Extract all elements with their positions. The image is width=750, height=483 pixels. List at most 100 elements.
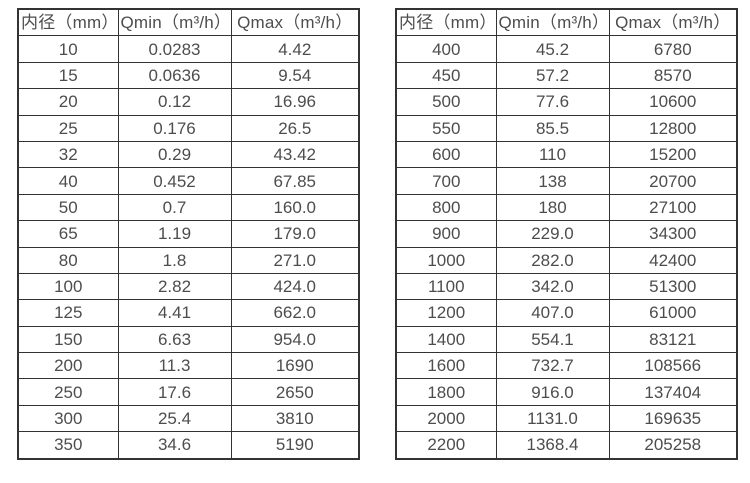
table-cell: 424.0: [230, 272, 360, 301]
table-row: 32 0.29 43.42: [17, 140, 360, 169]
table-row: 700 138 20700: [395, 167, 738, 195]
table-cell: 554.1: [495, 325, 610, 354]
table-cell: 10600: [608, 88, 738, 116]
table-cell: 25.4: [117, 404, 232, 433]
table-cell: 80: [17, 246, 119, 274]
table-row: 200 11.3 1690: [17, 352, 360, 380]
table-cell: 43.42: [230, 140, 360, 169]
table-cell: 34.6: [117, 431, 232, 460]
table-cell: 15: [17, 61, 119, 90]
table-row: 1000 282.0 42400: [395, 246, 738, 274]
table-cell: 450: [395, 61, 497, 90]
table-cell: 0.29: [117, 140, 232, 169]
table-row: 550 85.5 12800: [395, 114, 738, 142]
table-cell: 400: [395, 35, 497, 63]
table-cell: 250: [17, 378, 119, 406]
table-row: 1400 554.1 83121: [395, 325, 738, 354]
table-row: 1200 407.0 61000: [395, 299, 738, 327]
table-cell: 179.0: [230, 220, 360, 248]
table-cell: 916.0: [495, 378, 610, 406]
table-cell: 11.3: [117, 352, 232, 380]
column-header: 内径（mm）: [395, 8, 497, 37]
flow-tables-container: 内径（mm） Qmin（m³/h） Qmax（m³/h） 10 0.0283 4.42 1…: [17, 8, 738, 460]
column-header: Qmax（m³/h）: [230, 8, 360, 37]
table-cell: 1100: [395, 272, 497, 301]
table-cell: 0.176: [117, 114, 232, 142]
table-cell: 27100: [608, 193, 738, 222]
table-cell: 32: [17, 140, 119, 169]
table-cell: 282.0: [495, 246, 610, 274]
table-row: 1100 342.0 51300: [395, 272, 738, 301]
table-cell: 407.0: [495, 299, 610, 327]
table-cell: 57.2: [495, 61, 610, 90]
table-cell: 200: [17, 352, 119, 380]
table-cell: 125: [17, 299, 119, 327]
table-cell: 0.0636: [117, 61, 232, 90]
table-cell: 300: [17, 404, 119, 433]
table-cell: 6.63: [117, 325, 232, 354]
table-row: 800 180 27100: [395, 193, 738, 222]
table-row: 20 0.12 16.96: [17, 88, 360, 116]
column-header: Qmax（m³/h）: [608, 8, 738, 37]
table-cell: 4.41: [117, 299, 232, 327]
table-cell: 137404: [608, 378, 738, 406]
table-cell: 150: [17, 325, 119, 354]
table-cell: 550: [395, 114, 497, 142]
table-row: 600 110 15200: [395, 140, 738, 169]
table-cell: 3810: [230, 404, 360, 433]
column-header: Qmin（m³/h）: [117, 8, 232, 37]
table-cell: 229.0: [495, 220, 610, 248]
column-header: 内径（mm）: [17, 8, 119, 37]
flow-table-large-diameters: 内径（mm） Qmin（m³/h） Qmax（m³/h） 400 45.2 6780 45…: [395, 8, 738, 460]
table-row: 250 17.6 2650: [17, 378, 360, 406]
table-row: 900 229.0 34300: [395, 220, 738, 248]
table-cell: 1000: [395, 246, 497, 274]
table-cell: 500: [395, 88, 497, 116]
table-cell: 8570: [608, 61, 738, 90]
table-cell: 83121: [608, 325, 738, 354]
table-row: 350 34.6 5190: [17, 431, 360, 460]
table-row: 125 4.41 662.0: [17, 299, 360, 327]
table-cell: 45.2: [495, 35, 610, 63]
table-cell: 1600: [395, 352, 497, 380]
table-row: 2200 1368.4 205258: [395, 431, 738, 460]
table-cell: 40: [17, 167, 119, 195]
table-cell: 271.0: [230, 246, 360, 274]
table-row: 150 6.63 954.0: [17, 325, 360, 354]
table-row: 400 45.2 6780: [395, 35, 738, 63]
table-cell: 77.6: [495, 88, 610, 116]
table-row: 500 77.6 10600: [395, 88, 738, 116]
table-cell: 100: [17, 272, 119, 301]
table-cell: 1.19: [117, 220, 232, 248]
table-row: 1600 732.7 108566: [395, 352, 738, 380]
table-cell: 2000: [395, 404, 497, 433]
table-cell: 1131.0: [495, 404, 610, 433]
table-row: 65 1.19 179.0: [17, 220, 360, 248]
table-cell: 16.96: [230, 88, 360, 116]
table-cell: 5190: [230, 431, 360, 460]
table-cell: 12800: [608, 114, 738, 142]
table-cell: 205258: [608, 431, 738, 460]
column-header: Qmin（m³/h）: [495, 8, 610, 37]
table-row: 40 0.452 67.85: [17, 167, 360, 195]
table-row: 50 0.7 160.0: [17, 193, 360, 222]
table-cell: 51300: [608, 272, 738, 301]
table-cell: 1200: [395, 299, 497, 327]
table-row: 25 0.176 26.5: [17, 114, 360, 142]
table-cell: 1400: [395, 325, 497, 354]
table-cell: 954.0: [230, 325, 360, 354]
table-cell: 732.7: [495, 352, 610, 380]
table-cell: 67.85: [230, 167, 360, 195]
table-cell: 9.54: [230, 61, 360, 90]
table-cell: 108566: [608, 352, 738, 380]
table-cell: 600: [395, 140, 497, 169]
table-cell: 1.8: [117, 246, 232, 274]
table-cell: 34300: [608, 220, 738, 248]
table-header-row: 内径（mm） Qmin（m³/h） Qmax（m³/h）: [17, 8, 360, 37]
table-cell: 0.0283: [117, 35, 232, 63]
table-cell: 6780: [608, 35, 738, 63]
table-cell: 2650: [230, 378, 360, 406]
table-cell: 160.0: [230, 193, 360, 222]
table-cell: 138: [495, 167, 610, 195]
